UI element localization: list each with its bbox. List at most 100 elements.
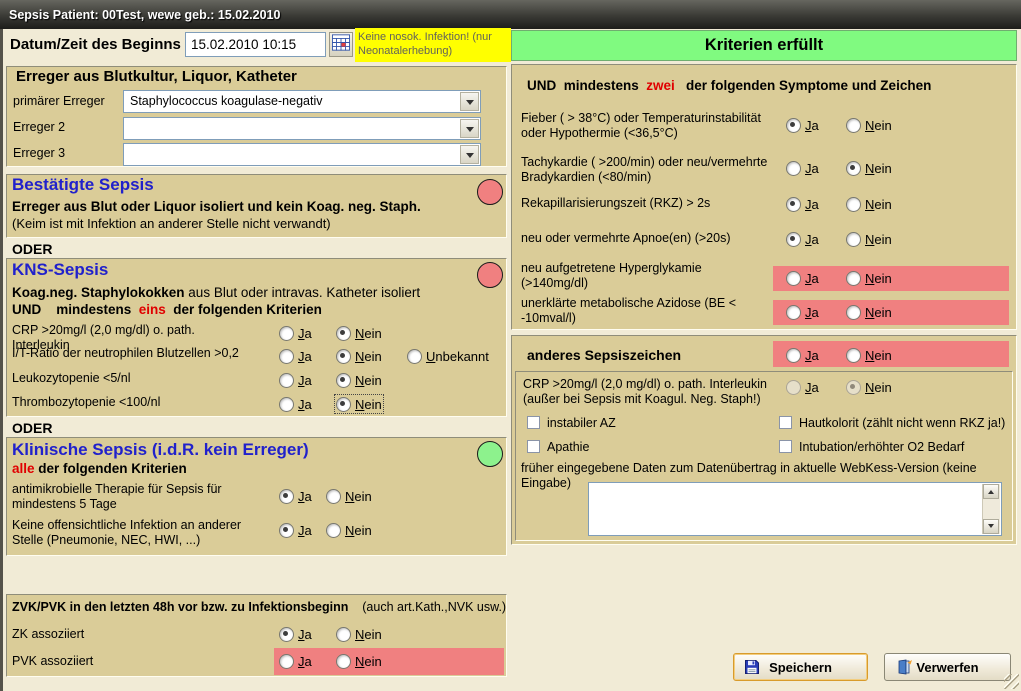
- radio-nein[interactable]: [336, 653, 351, 669]
- apnoe-nein-option[interactable]: Nein: [846, 231, 892, 247]
- radio-nein[interactable]: [326, 522, 341, 538]
- window-title: Sepsis Patient: 00Test, wewe geb.: 15.02…: [9, 7, 281, 22]
- kns-cond-highlight: eins: [138, 302, 166, 317]
- apathie-checkbox[interactable]: [527, 440, 540, 453]
- radio-ja[interactable]: [786, 231, 801, 247]
- radio-nein[interactable]: [326, 488, 341, 504]
- pathogen2-select[interactable]: [123, 117, 481, 140]
- anderes-ja-option[interactable]: Ja: [786, 347, 819, 363]
- radio-ja-label: Ja: [298, 488, 312, 504]
- intubation-checkbox[interactable]: [779, 440, 792, 453]
- kns-leuko-ja-option[interactable]: Ja: [279, 372, 312, 388]
- hautkolorit-checkbox[interactable]: [779, 416, 792, 429]
- radio-nein[interactable]: [336, 626, 351, 642]
- crp-info-ja-option: Ja: [786, 379, 819, 395]
- hyperglykamie-nein-option[interactable]: Nein: [846, 270, 892, 286]
- radio-nein[interactable]: [846, 117, 861, 133]
- anderes-nein-option[interactable]: Nein: [846, 347, 892, 363]
- klinische-infektion-nein-option[interactable]: Nein: [326, 522, 372, 538]
- criteria-met-banner: Kriterien erfüllt: [511, 30, 1017, 61]
- symptome-condition-line: UND mindestens zwei der folgenden Sympto…: [527, 78, 931, 93]
- fieber-nein-option[interactable]: Nein: [846, 117, 892, 133]
- bestaetigte-sepsis-panel: [6, 174, 507, 238]
- instabiler-az-checkbox[interactable]: [527, 416, 540, 429]
- kns-leuko-nein-option[interactable]: Nein: [336, 372, 382, 388]
- radio-ja[interactable]: [786, 196, 801, 212]
- kns-itratio-ja-option[interactable]: Ja: [279, 348, 312, 364]
- save-button[interactable]: Speichern: [733, 653, 868, 681]
- radio-ja[interactable]: [279, 522, 294, 538]
- radio-ja[interactable]: [279, 653, 294, 669]
- radio-nein[interactable]: [846, 304, 861, 320]
- radio-ja[interactable]: [279, 488, 294, 504]
- radio-ja[interactable]: [786, 347, 801, 363]
- radio-nein[interactable]: [846, 160, 861, 176]
- date-input[interactable]: [185, 32, 326, 57]
- pvk-nein-option[interactable]: Nein: [336, 653, 382, 669]
- radio-unbekannt[interactable]: [407, 348, 422, 364]
- klinische-therapie-ja-option[interactable]: Ja: [279, 488, 312, 504]
- radio-nein[interactable]: [336, 372, 351, 388]
- radio-nein-label: Nein: [345, 488, 372, 504]
- zk-nein-option[interactable]: Nein: [336, 626, 382, 642]
- radio-nein[interactable]: [846, 196, 861, 212]
- radio-ja-label: Ja: [805, 196, 819, 212]
- radio-ja[interactable]: [279, 626, 294, 642]
- radio-ja[interactable]: [786, 270, 801, 286]
- chevron-down-icon[interactable]: [460, 92, 479, 111]
- anderes-highlight-band: [773, 341, 1009, 367]
- chevron-down-icon[interactable]: [460, 119, 479, 138]
- radio-ja[interactable]: [279, 325, 294, 341]
- scroll-up-icon[interactable]: [983, 484, 999, 499]
- radio-ja[interactable]: [279, 348, 294, 364]
- zvk-title-rest: (auch art.Kath.,NVK usw.): [348, 600, 507, 614]
- radio-nein[interactable]: [846, 231, 861, 247]
- radio-nein[interactable]: [336, 396, 351, 412]
- radio-nein[interactable]: [846, 270, 861, 286]
- radio-ja[interactable]: [279, 396, 294, 412]
- radio-nein[interactable]: [846, 347, 861, 363]
- apnoe-ja-option[interactable]: Ja: [786, 231, 819, 247]
- kns-thrombo-nein-option[interactable]: Nein: [334, 394, 384, 414]
- kns-crp-ja-option[interactable]: Ja: [279, 325, 312, 341]
- kns-itratio-nein-option[interactable]: Nein: [336, 348, 382, 364]
- azidose-nein-option[interactable]: Nein: [846, 304, 892, 320]
- radio-ja[interactable]: [786, 160, 801, 176]
- kns-crp-nein-option[interactable]: Nein: [336, 325, 382, 341]
- kns-itratio-unbekannt-option[interactable]: Unbekannt: [407, 348, 489, 364]
- radio-nein-label: Nein: [865, 196, 892, 212]
- calendar-button[interactable]: [329, 32, 353, 57]
- kns-thrombo-ja-option[interactable]: Ja: [279, 396, 312, 412]
- rkz-nein-option[interactable]: Nein: [846, 196, 892, 212]
- fieber-ja-option[interactable]: Ja: [786, 117, 819, 133]
- radio-ja[interactable]: [786, 304, 801, 320]
- primary-pathogen-select[interactable]: Staphylococcus koagulase-negativ: [123, 90, 481, 113]
- radio-ja[interactable]: [786, 117, 801, 133]
- klinische-cond-post: der folgenden Kriterien: [34, 461, 187, 476]
- textarea-scrollbar[interactable]: [982, 484, 1000, 534]
- kns-itratio-label: I/T-Ratio der neutrophilen Blutzellen >0…: [12, 346, 239, 360]
- pathogen3-select[interactable]: [123, 143, 481, 166]
- klinische-infektion-ja-option[interactable]: Ja: [279, 522, 312, 538]
- rkz-ja-option[interactable]: Ja: [786, 196, 819, 212]
- scroll-down-icon[interactable]: [983, 519, 999, 534]
- radio-nein[interactable]: [336, 325, 351, 341]
- zk-ja-option[interactable]: Ja: [279, 626, 312, 642]
- radio-nein[interactable]: [336, 348, 351, 364]
- discard-button[interactable]: Verwerfen: [884, 653, 1011, 681]
- klinische-therapie-nein-option[interactable]: Nein: [326, 488, 372, 504]
- radio-ja[interactable]: [279, 372, 294, 388]
- kns-sepsis-title: KNS-Sepsis: [12, 260, 109, 279]
- transfer-textarea[interactable]: [588, 482, 1002, 536]
- tachykardie-ja-option[interactable]: Ja: [786, 160, 819, 176]
- calendar-icon: [332, 33, 350, 56]
- tachykardie-nein-option[interactable]: Nein: [846, 160, 892, 176]
- azidose-ja-option[interactable]: Ja: [786, 304, 819, 320]
- resize-grip[interactable]: [1004, 674, 1019, 689]
- hyperglykamie-ja-option[interactable]: Ja: [786, 270, 819, 286]
- crp-info-nein-option: Nein: [846, 379, 892, 395]
- chevron-down-icon[interactable]: [460, 145, 479, 164]
- pvk-ja-option[interactable]: Ja: [279, 653, 312, 669]
- window-titlebar[interactable]: Sepsis Patient: 00Test, wewe geb.: 15.02…: [0, 0, 1021, 29]
- kns-cond-post: der folgenden Kriterien: [165, 302, 322, 317]
